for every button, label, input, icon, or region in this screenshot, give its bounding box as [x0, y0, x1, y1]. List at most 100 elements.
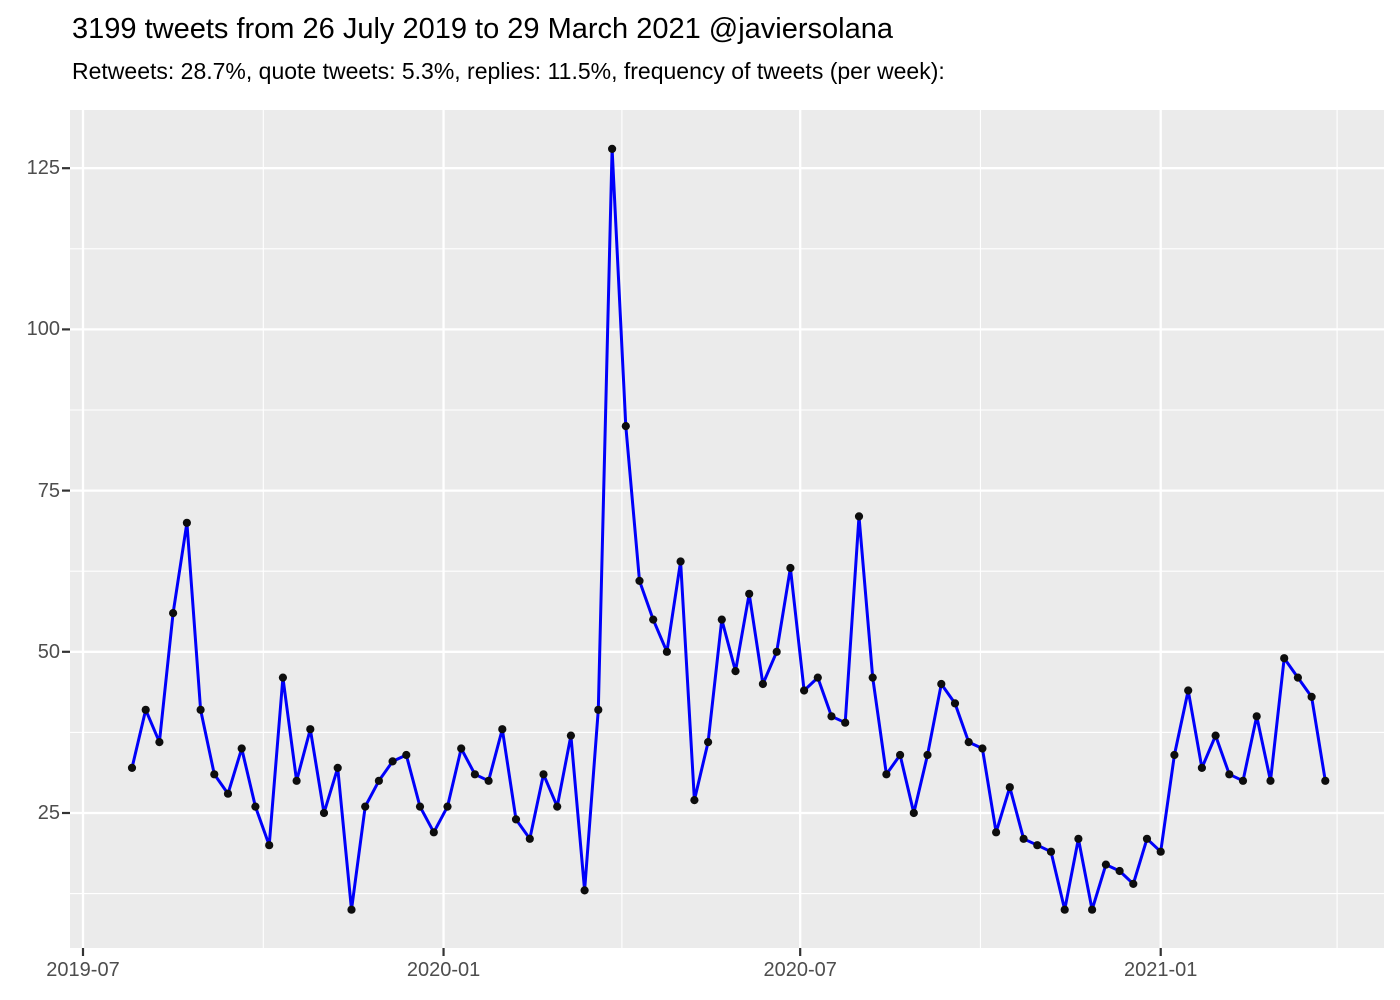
data-point — [319, 808, 329, 818]
data-point — [443, 802, 452, 811]
data-point — [210, 770, 219, 779]
data-point — [580, 886, 589, 895]
data-point — [950, 699, 960, 708]
data-point — [841, 718, 850, 727]
data-point — [566, 731, 576, 740]
data-point — [594, 705, 603, 714]
data-point — [265, 841, 274, 850]
data-point — [621, 422, 630, 431]
data-point — [690, 796, 699, 805]
data-point — [896, 750, 905, 760]
data-point — [251, 802, 260, 811]
data-point — [1266, 776, 1275, 785]
data-point — [237, 744, 246, 753]
data-point — [292, 776, 301, 785]
data-point — [882, 770, 891, 779]
data-point — [470, 770, 479, 779]
data-point — [306, 725, 315, 734]
data-point — [937, 679, 946, 689]
data-point — [1005, 783, 1014, 792]
data-point — [992, 828, 1001, 837]
data-point — [635, 576, 644, 586]
data-point — [553, 802, 562, 811]
data-point — [1238, 776, 1248, 785]
data-point — [1101, 860, 1110, 869]
x-axis-tick-label: 2019-07 — [46, 959, 120, 981]
y-axis-tick-label: 25 — [37, 802, 60, 824]
data-point — [1225, 770, 1234, 779]
data-point — [1170, 750, 1179, 760]
y-axis-tick-label: 75 — [37, 479, 60, 502]
data-point — [868, 673, 877, 682]
data-point — [800, 686, 809, 695]
data-point — [978, 744, 987, 753]
data-point — [525, 834, 534, 843]
chart-title: 3199 tweets from 26 July 2019 to 29 Marc… — [72, 13, 893, 45]
data-point — [662, 647, 672, 656]
data-point — [196, 705, 205, 714]
data-point — [388, 757, 397, 766]
data-point — [223, 789, 233, 798]
data-point — [155, 738, 164, 747]
data-point — [457, 744, 466, 753]
data-point — [1129, 879, 1138, 889]
data-point — [649, 615, 658, 624]
data-point — [498, 725, 507, 734]
data-point — [539, 770, 548, 779]
y-axis-tick-label: 125 — [26, 157, 60, 180]
data-point — [813, 673, 822, 682]
data-point — [278, 673, 287, 682]
data-point — [758, 679, 768, 689]
data-point — [347, 905, 356, 914]
data-point — [1211, 731, 1220, 740]
data-point — [676, 557, 685, 566]
x-axis-tick-label: 2020-07 — [763, 959, 837, 981]
data-point — [1019, 834, 1028, 843]
data-point — [1252, 712, 1261, 721]
data-point — [1088, 905, 1097, 914]
data-point — [1142, 834, 1152, 843]
x-axis-tick-label: 2021-01 — [1124, 959, 1198, 981]
chart-subtitle: Retweets: 28.7%, quote tweets: 5.3%, rep… — [72, 58, 945, 84]
data-point — [1046, 847, 1056, 856]
data-point — [182, 518, 191, 527]
data-point — [333, 763, 342, 773]
data-point — [127, 763, 137, 773]
data-point — [772, 647, 781, 656]
data-point — [511, 815, 521, 824]
data-point — [717, 615, 726, 624]
data-point — [827, 712, 836, 721]
y-axis-tick-label: 50 — [37, 640, 60, 663]
data-point — [608, 144, 617, 153]
data-point — [1033, 841, 1042, 850]
data-point — [1074, 834, 1083, 843]
x-axis-tick-label: 2020-01 — [406, 959, 481, 981]
data-point — [786, 563, 795, 573]
data-point — [1184, 686, 1193, 695]
data-point — [415, 802, 425, 811]
data-point — [745, 589, 754, 598]
data-point — [484, 776, 493, 785]
data-point — [141, 705, 150, 714]
data-point — [909, 808, 918, 818]
data-point — [1115, 866, 1124, 876]
data-point — [731, 667, 740, 676]
data-point — [704, 738, 713, 747]
y-axis-tick-label: 100 — [26, 318, 60, 341]
data-point — [964, 738, 973, 747]
data-point — [1307, 692, 1316, 702]
data-point — [429, 828, 438, 837]
data-point — [169, 609, 178, 618]
data-point — [1293, 673, 1302, 682]
data-point — [1197, 763, 1206, 773]
data-point — [374, 776, 383, 785]
data-point — [1280, 654, 1289, 663]
data-point — [923, 750, 932, 760]
data-point — [1321, 776, 1330, 785]
data-point — [1156, 847, 1165, 856]
data-point — [1060, 905, 1069, 914]
data-point — [402, 750, 411, 760]
data-line — [130, 147, 1327, 912]
data-point — [854, 512, 864, 521]
